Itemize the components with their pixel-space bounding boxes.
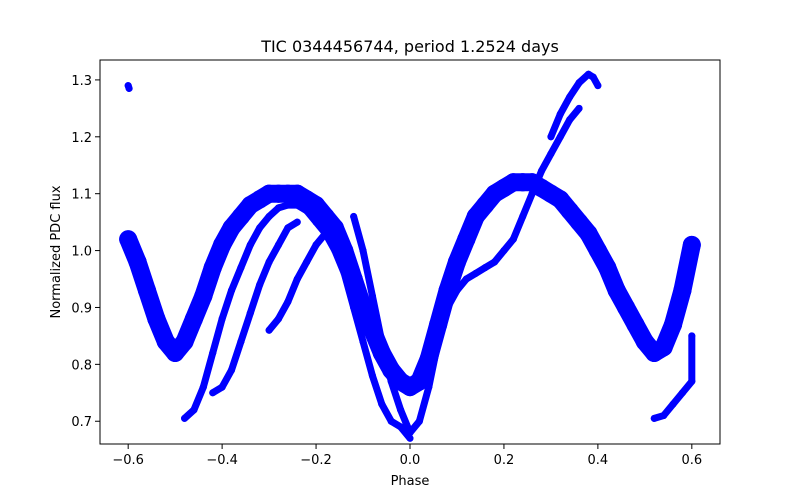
data-track-segment xyxy=(368,292,386,346)
data-track-segment xyxy=(209,315,226,357)
data-track-segment xyxy=(359,338,376,380)
x-tick-label: −0.4 xyxy=(206,453,238,468)
data-track-segment xyxy=(425,338,442,391)
y-axis-label: Normalized PDC flux xyxy=(49,185,64,318)
x-tick-label: −0.2 xyxy=(300,453,332,468)
x-tick-label: −0.6 xyxy=(112,453,144,468)
x-tick-label: 0.2 xyxy=(494,453,515,468)
data-track-segment xyxy=(228,338,245,374)
x-tick-label: 0.0 xyxy=(400,453,421,468)
data-point xyxy=(575,104,583,112)
data-track-segment xyxy=(415,383,433,425)
y-tick-label: 1.3 xyxy=(71,74,92,89)
data-track-segment xyxy=(284,275,301,306)
data-track-segment xyxy=(350,212,367,255)
x-tick-label: 0.4 xyxy=(588,453,609,468)
series-7 xyxy=(124,82,133,92)
data-track-segment xyxy=(199,349,217,391)
data-points xyxy=(119,70,701,442)
series-5 xyxy=(547,70,602,141)
data-track-segment xyxy=(237,309,254,346)
chart-title: TIC 0344456744, period 1.2524 days xyxy=(260,37,559,56)
x-axis-label: Phase xyxy=(391,474,430,489)
data-track-segment xyxy=(509,212,527,243)
data-track-segment xyxy=(331,247,348,277)
data-track-segment xyxy=(359,247,376,300)
data-point xyxy=(125,84,133,92)
data-track-segment xyxy=(519,190,536,220)
y-tick-label: 1.2 xyxy=(71,131,92,146)
data-track-segment xyxy=(190,383,207,414)
data-track-segment xyxy=(397,406,414,437)
series-3 xyxy=(209,218,301,397)
x-tick-label: 0.6 xyxy=(681,453,702,468)
data-track-segment xyxy=(547,110,564,141)
series-2 xyxy=(181,201,414,442)
data-track-segment xyxy=(378,338,395,385)
y-tick-label: 0.7 xyxy=(71,415,92,430)
data-point xyxy=(293,218,301,226)
data-track-segment xyxy=(340,269,358,311)
series-6 xyxy=(650,332,696,422)
y-axis-ticks: 0.7 0.8 0.9 1.0 1.1 1.2 1.3 xyxy=(71,74,100,430)
data-track-segment xyxy=(434,303,452,346)
data-point xyxy=(321,230,329,238)
data-track-segment xyxy=(228,264,245,294)
data-track-segment xyxy=(368,372,386,408)
series-4 xyxy=(265,230,329,334)
data-track-segment xyxy=(246,281,264,317)
data-track-segment xyxy=(256,258,273,289)
series-1 xyxy=(350,104,583,437)
data-track-segment xyxy=(218,286,236,323)
y-tick-label: 1.1 xyxy=(71,188,92,203)
data-track-segment xyxy=(387,377,405,414)
data-point xyxy=(682,235,701,254)
data-point xyxy=(688,332,696,340)
data-point xyxy=(406,434,414,442)
data-track-segment xyxy=(528,167,546,198)
data-track-segment xyxy=(350,303,367,346)
data-point xyxy=(594,82,602,90)
y-tick-label: 1.0 xyxy=(71,245,92,260)
x-axis-ticks: −0.6 −0.4 −0.2 0.0 0.2 0.4 0.6 xyxy=(112,444,702,468)
y-tick-label: 0.8 xyxy=(71,358,92,373)
data-track-segment xyxy=(237,241,254,272)
y-tick-label: 0.9 xyxy=(71,301,92,316)
